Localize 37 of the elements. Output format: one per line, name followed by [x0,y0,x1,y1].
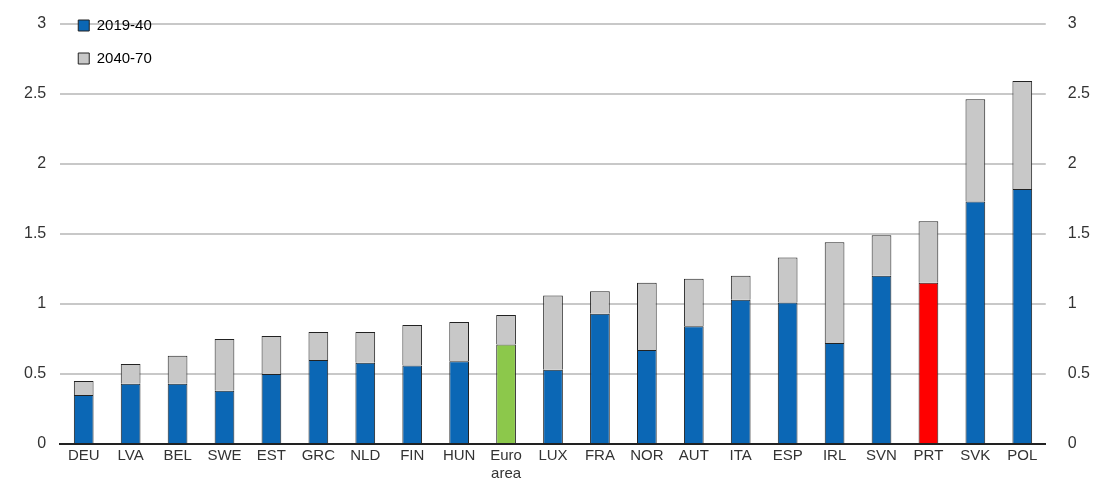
x-tick-label: Euro area [490,446,522,482]
y2-tick-label: 0.5 [1067,364,1091,382]
x-tick-label: NOR [630,446,664,464]
y2-tick-label: 1 [1067,294,1077,312]
legend-label: 2040-70 [96,48,152,66]
y-tick-label: 2 [37,154,47,172]
x-tick-label: IRL [822,446,847,464]
x-tick-label: FIN [400,446,425,464]
x-tick-label: NLD [350,446,381,464]
y-tick-label: 0.5 [23,364,47,382]
y-tick-label: 1 [37,294,47,312]
x-tick-label: AUT [678,446,709,464]
x-tick-label: ESP [772,446,803,464]
x-tick-label: LVA [117,446,144,464]
y2-tick-label: 0 [1067,434,1077,452]
y2-tick-label: 2 [1067,154,1077,172]
x-tick-label: SVK [960,446,991,464]
y2-tick-label: 3 [1067,14,1077,32]
x-tick-label: GRC [301,446,336,464]
x-tick-label: FRA [584,446,615,464]
x-tick-label: POL [1007,446,1038,464]
x-tick-label: ITA [729,446,752,464]
x-tick-label: SWE [207,446,242,464]
y-tick-label: 3 [37,14,47,32]
x-tick-label: PRT [913,446,944,464]
x-tick-label: LUX [538,446,568,464]
y2-tick-label: 1.5 [1067,224,1091,242]
x-tick-label: SVN [866,446,897,464]
legend-label: 2019-40 [96,15,152,33]
y2-tick-label: 2.5 [1067,84,1091,102]
y-tick-label: 2.5 [23,84,47,102]
x-tick-label: DEU [67,446,100,464]
x-tick-label: HUN [442,446,476,464]
x-tick-label: BEL [163,446,192,464]
y-tick-label: 0 [37,434,47,452]
x-tick-label: EST [256,446,287,464]
y-tick-label: 1.5 [23,224,47,242]
